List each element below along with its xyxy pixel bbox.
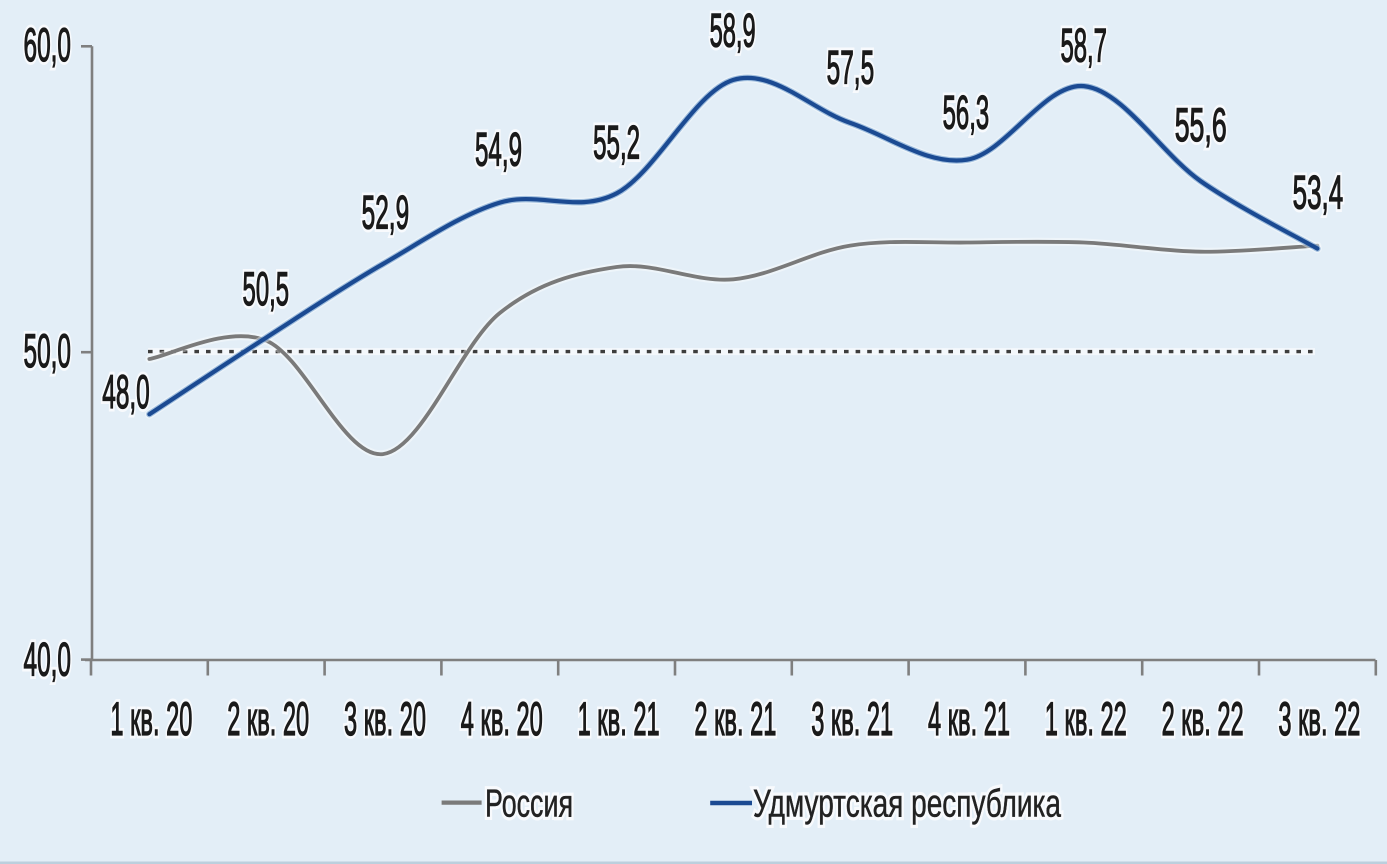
svg-text:53,4: 53,4 (1293, 166, 1344, 219)
svg-text:Россия: Россия (485, 783, 573, 826)
svg-text:58,7: 58,7 (1060, 19, 1107, 72)
svg-text:48,0: 48,0 (102, 365, 150, 418)
svg-text:2 кв. 20: 2 кв. 20 (227, 692, 309, 745)
svg-text:58,9: 58,9 (710, 4, 756, 57)
svg-text:56,3: 56,3 (943, 86, 990, 139)
svg-text:50,0: 50,0 (24, 324, 72, 377)
svg-text:2 кв. 22: 2 кв. 22 (1162, 692, 1244, 745)
svg-text:55,6: 55,6 (1175, 98, 1227, 151)
svg-text:3 кв. 21: 3 кв. 21 (811, 692, 893, 745)
svg-text:1 кв. 21: 1 кв. 21 (578, 692, 660, 745)
svg-text:54,9: 54,9 (475, 123, 522, 176)
svg-text:60,0: 60,0 (24, 18, 72, 71)
svg-text:3 кв. 21: 3 кв. 21 (811, 692, 893, 745)
svg-text:56,3: 56,3 (943, 86, 990, 139)
svg-text:53,4: 53,4 (1293, 166, 1344, 219)
svg-text:3 кв. 20: 3 кв. 20 (344, 692, 426, 745)
svg-text:1 кв. 20: 1 кв. 20 (110, 692, 192, 745)
svg-text:54,9: 54,9 (475, 123, 522, 176)
svg-text:Россия: Россия (485, 783, 573, 826)
svg-text:2 кв. 20: 2 кв. 20 (227, 692, 309, 745)
svg-text:1 кв. 22: 1 кв. 22 (1045, 692, 1127, 745)
svg-text:4 кв. 20: 4 кв. 20 (461, 692, 543, 745)
svg-text:Удмуртская республика: Удмуртская республика (753, 782, 1061, 825)
svg-text:52,9: 52,9 (362, 186, 410, 239)
svg-text:2 кв. 21: 2 кв. 21 (694, 692, 776, 745)
svg-text:40,0: 40,0 (24, 633, 72, 686)
svg-text:4 кв. 21: 4 кв. 21 (928, 692, 1010, 745)
svg-text:50,5: 50,5 (243, 262, 290, 315)
svg-text:55,2: 55,2 (593, 116, 640, 169)
svg-text:60,0: 60,0 (24, 18, 72, 71)
svg-text:55,2: 55,2 (593, 116, 640, 169)
svg-text:55,6: 55,6 (1175, 98, 1227, 151)
svg-text:57,5: 57,5 (827, 41, 875, 94)
svg-text:2 кв. 21: 2 кв. 21 (694, 692, 776, 745)
svg-text:57,5: 57,5 (827, 41, 875, 94)
svg-text:40,0: 40,0 (24, 633, 72, 686)
svg-text:48,0: 48,0 (102, 365, 150, 418)
svg-text:50,0: 50,0 (24, 324, 72, 377)
svg-text:2 кв. 22: 2 кв. 22 (1162, 692, 1244, 745)
svg-text:4 кв. 21: 4 кв. 21 (928, 692, 1010, 745)
svg-text:Удмуртская республика: Удмуртская республика (753, 782, 1061, 825)
svg-text:58,7: 58,7 (1060, 19, 1107, 72)
svg-text:1 кв. 22: 1 кв. 22 (1045, 692, 1127, 745)
svg-text:3 кв. 20: 3 кв. 20 (344, 692, 426, 745)
svg-text:50,5: 50,5 (243, 262, 290, 315)
svg-text:4 кв. 20: 4 кв. 20 (461, 692, 543, 745)
svg-text:52,9: 52,9 (362, 186, 410, 239)
svg-text:1 кв. 20: 1 кв. 20 (110, 692, 192, 745)
svg-text:58,9: 58,9 (710, 4, 756, 57)
svg-text:3 кв. 22: 3 кв. 22 (1278, 692, 1360, 745)
svg-text:1 кв. 21: 1 кв. 21 (578, 692, 660, 745)
svg-text:3 кв. 22: 3 кв. 22 (1278, 692, 1360, 745)
